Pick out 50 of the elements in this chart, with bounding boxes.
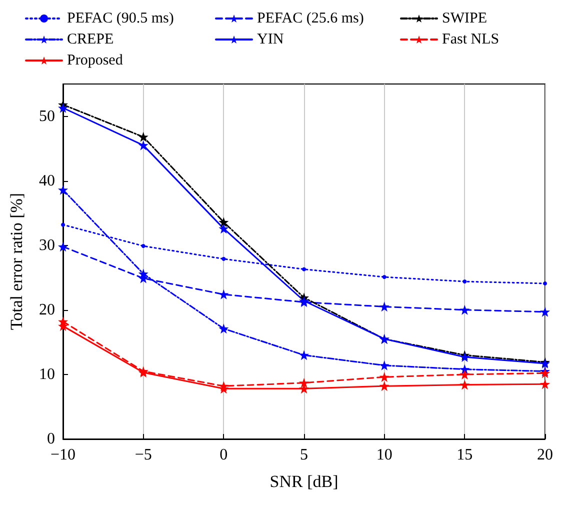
point: [299, 350, 309, 360]
point: [138, 132, 148, 142]
point: [382, 274, 386, 279]
legend-label: Proposed: [67, 52, 124, 68]
y-tick-label: 30: [39, 236, 55, 254]
y-tick-label: 50: [39, 108, 55, 125]
y-axis-title: Total error ratio [%]: [7, 192, 26, 330]
y-tick-label: 40: [39, 172, 55, 190]
point: [218, 217, 229, 228]
point: [61, 222, 65, 227]
point: [379, 360, 390, 370]
legend-label: Fast NLS: [442, 32, 500, 48]
y-tick-label: 0: [47, 430, 55, 448]
point: [218, 289, 229, 300]
legend-label: YIN: [257, 32, 284, 48]
y-tick-label: 20: [39, 301, 55, 318]
point: [460, 304, 470, 315]
point: [138, 268, 148, 279]
point: [460, 369, 470, 380]
x-tick-label: −5: [134, 446, 152, 464]
point: [460, 380, 470, 390]
point: [379, 302, 390, 312]
point: [58, 242, 68, 252]
point: [138, 140, 148, 150]
point: [58, 184, 68, 195]
point: [302, 267, 306, 272]
x-tick-label: 15: [456, 446, 473, 464]
legend-label: PEFAC (90.5 ms): [67, 10, 174, 26]
point: [462, 280, 467, 284]
point: [379, 381, 390, 392]
point: [218, 324, 229, 334]
legend-label: PEFAC (25.6 ms): [257, 10, 364, 26]
point: [540, 379, 550, 390]
legend-label: SWIPE: [442, 10, 487, 26]
point: [299, 378, 309, 388]
point: [543, 281, 547, 286]
point: [540, 306, 550, 317]
y-tick-label: 10: [39, 366, 55, 383]
x-axis-title: SNR [dB]: [270, 472, 338, 491]
x-tick-label: 0: [220, 446, 228, 464]
point: [218, 224, 229, 234]
x-tick-label: 10: [376, 446, 392, 464]
point: [379, 372, 390, 382]
point: [141, 244, 146, 248]
x-tick-label: 20: [537, 446, 553, 464]
legend-label: CREPE: [67, 32, 114, 48]
x-tick-label: −10: [50, 446, 76, 464]
point: [58, 102, 68, 113]
point: [222, 256, 226, 261]
x-tick-label: 5: [300, 446, 308, 464]
